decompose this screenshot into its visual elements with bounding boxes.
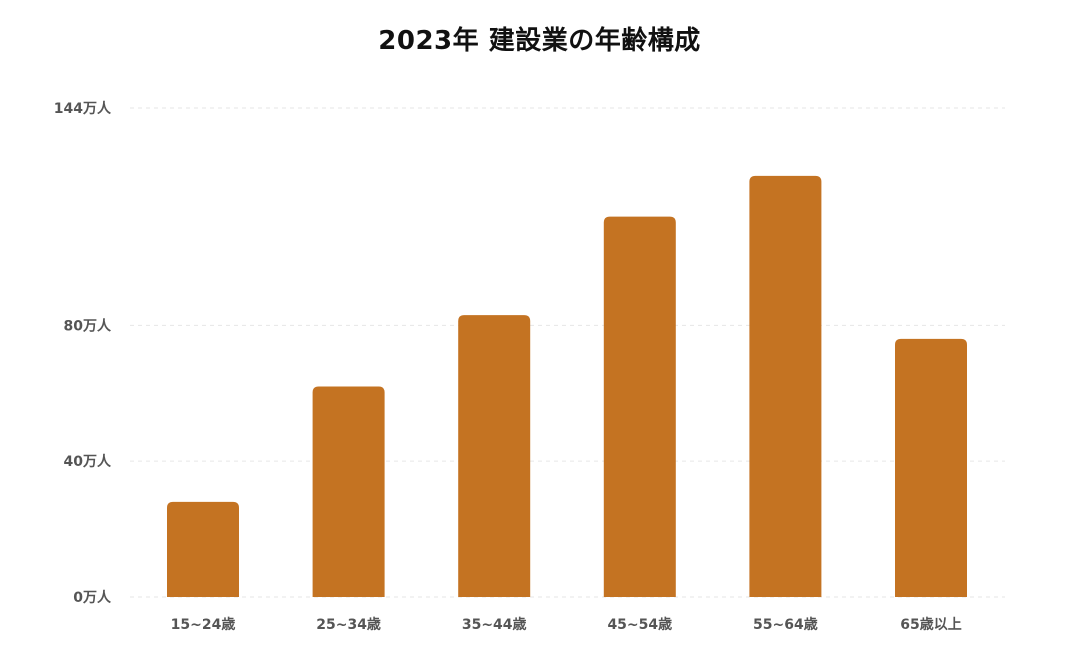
y-tick-label: 144万人 [54,100,112,117]
x-axis-categories: 15~24歳 25~34歳 35~44歳 45~54歳 55~64歳 65歳以上 [171,616,962,633]
bar-0 [167,501,239,597]
grid-lines [130,107,1005,598]
bars [167,175,967,597]
x-category-label: 15~24歳 [171,616,236,633]
chart-title: 2023年 建設業の年齢構成 [378,26,701,56]
y-axis-ticks: 0万人 40万人 80万人 144万人 [54,100,112,606]
x-category-label: 35~44歳 [462,616,527,633]
x-category-label: 65歳以上 [900,616,961,633]
bar-4 [749,175,822,597]
y-tick-label: 40万人 [64,453,112,470]
y-tick-label: 0万人 [73,589,112,606]
bar-2 [458,315,531,597]
x-category-label: 45~54歳 [607,616,672,633]
bar-3 [603,216,676,597]
x-category-label: 25~34歳 [316,616,381,633]
bar-1 [312,386,385,597]
y-tick-label: 80万人 [64,317,112,334]
bar-5 [895,338,967,597]
x-category-label: 55~64歳 [753,616,818,633]
